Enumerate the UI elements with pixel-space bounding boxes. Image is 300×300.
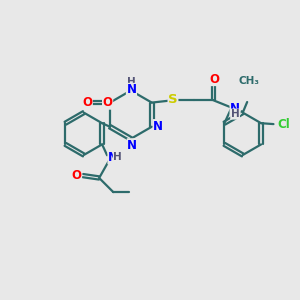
Text: N: N [230,102,240,115]
Text: O: O [82,96,92,109]
Text: O: O [209,73,219,85]
Text: S: S [168,93,178,106]
Text: CH₃: CH₃ [238,76,259,86]
Text: N: N [108,151,118,164]
Text: N: N [127,139,137,152]
Text: H: H [231,109,239,119]
Text: O: O [103,96,112,109]
Text: Cl: Cl [278,118,290,131]
Text: H: H [127,77,136,87]
Text: H: H [113,152,122,162]
Text: N: N [127,83,136,96]
Text: N: N [153,120,163,133]
Text: O: O [71,169,82,182]
